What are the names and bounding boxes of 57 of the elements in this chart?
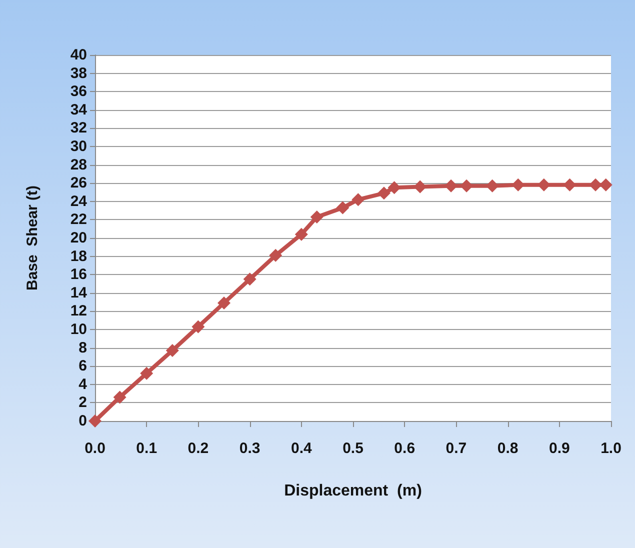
y-tick-label: 14 [70, 284, 88, 302]
y-tick-label: 4 [78, 376, 88, 393]
y-tick-label: 32 [70, 120, 87, 137]
x-tick-label: 0.1 [136, 440, 158, 457]
point [336, 201, 350, 214]
x-tick-label: 0.8 [497, 440, 518, 457]
y-tick-label: 26 [70, 174, 87, 192]
y-tick-label: 30 [70, 138, 87, 155]
x-tick-label: 0.7 [446, 440, 467, 457]
y-tick-label: 12 [70, 302, 87, 320]
point [563, 178, 576, 192]
y-tick-label: 16 [70, 266, 87, 284]
point [140, 366, 154, 380]
point [166, 344, 179, 358]
point [113, 390, 126, 404]
y-tick-label: 34 [70, 101, 88, 118]
point [218, 296, 230, 310]
point [414, 180, 427, 194]
y-tick-label: 18 [70, 248, 87, 265]
y-tick-label: 28 [70, 156, 87, 174]
point [192, 320, 205, 334]
x-tick-label: 0.6 [394, 440, 416, 457]
point [599, 178, 612, 192]
y-tick-label: 36 [70, 83, 87, 100]
y-tick-label: 20 [70, 230, 87, 246]
point [486, 179, 499, 192]
x-tick-label: 0.3 [239, 440, 260, 457]
point [460, 179, 474, 192]
y-tick-label: 0 [78, 412, 87, 430]
x-tick-label: 1.0 [600, 440, 622, 457]
point [88, 414, 102, 428]
y-tick-label: 2 [78, 394, 87, 412]
point [444, 179, 458, 192]
point [310, 210, 324, 224]
x-tick-label: 0.4 [290, 440, 312, 457]
y-tick-label: 10 [70, 321, 87, 338]
y-tick-label: 24 [70, 192, 88, 210]
point [512, 178, 525, 192]
point [537, 178, 550, 192]
x-tick-label: 0.5 [342, 440, 364, 457]
point [269, 248, 282, 262]
y-tick-label: 40 [70, 46, 87, 64]
point [377, 186, 390, 200]
x-tick-label: 0.9 [548, 440, 570, 457]
x-axis-title: Displacement (m) [284, 482, 422, 500]
y-tick-label: 8 [78, 339, 87, 356]
x-tick-label: 0.0 [84, 440, 106, 457]
point [388, 181, 401, 194]
x-tick-label: 0.2 [188, 440, 209, 457]
y-axis-title: Base Shear (t) [24, 185, 41, 291]
point [294, 228, 308, 241]
y-tick-label: 22 [70, 211, 87, 228]
point [352, 193, 365, 206]
point [243, 272, 256, 286]
y-tick-label: 38 [70, 64, 87, 82]
point [589, 178, 602, 192]
y-tick-label: 6 [78, 358, 87, 375]
